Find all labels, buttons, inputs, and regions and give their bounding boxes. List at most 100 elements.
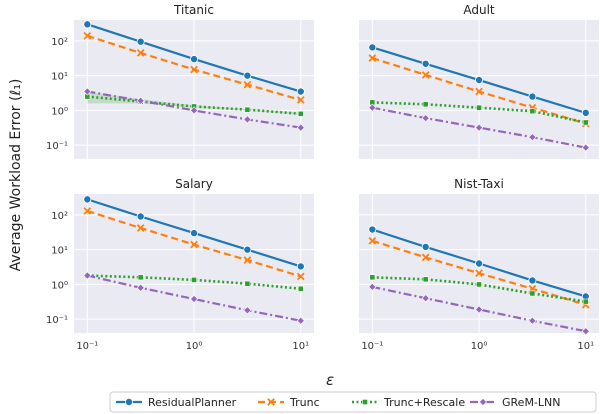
- legend: ResidualPlanner Trunc Trunc+Rescale GReM-LN…: [109, 391, 597, 413]
- data-point: [368, 236, 377, 245]
- data-point: [581, 108, 590, 117]
- data-point: [422, 101, 429, 108]
- data-point: [243, 80, 252, 89]
- data-point: [528, 316, 537, 325]
- data-point: [243, 256, 252, 264]
- y-tick-label: 10²: [51, 37, 68, 48]
- y-tick-label: 10¹: [51, 246, 68, 257]
- data-point: [296, 316, 305, 325]
- data-point: [368, 225, 377, 234]
- data-point: [296, 272, 305, 281]
- panel-adult: Adult: [359, 3, 599, 159]
- data-point: [581, 327, 590, 336]
- data-point: [421, 253, 430, 262]
- x-tick-label: 10⁰: [186, 341, 203, 352]
- data-point: [475, 87, 483, 96]
- panel-title: Salary: [175, 177, 213, 191]
- data-point: [582, 119, 589, 126]
- y-tick-label: 10⁻¹: [46, 141, 68, 152]
- data-point: [475, 123, 484, 132]
- y-tick-label: 10⁰: [51, 106, 68, 117]
- legend-item-trunc: Trunc: [258, 396, 320, 409]
- data-point: [421, 114, 430, 123]
- panel-salary: Salary 10⁻¹ 10⁰ 10¹ 10² 10⁻¹ 10⁰ 10¹: [46, 177, 314, 352]
- data-point: [190, 229, 199, 238]
- data-point: [528, 92, 537, 101]
- data-point: [422, 276, 429, 283]
- data-point: [297, 285, 304, 292]
- series-line-grem-lnn: [87, 274, 301, 322]
- data-point: [368, 54, 377, 62]
- data-point: [244, 106, 251, 113]
- data-point: [582, 298, 589, 305]
- data-point: [476, 281, 482, 288]
- data-point: [83, 32, 92, 40]
- data-point: [243, 71, 252, 80]
- data-point: [83, 207, 92, 215]
- data-point: [478, 397, 488, 407]
- data-point: [190, 65, 198, 74]
- series-line-grem-lnn: [372, 285, 586, 333]
- data-point: [136, 49, 145, 57]
- data-point: [190, 294, 199, 304]
- legend-label: ResidualPlanner: [148, 396, 237, 409]
- data-point: [136, 37, 145, 46]
- data-point: [475, 269, 483, 278]
- panel-nist-taxi: Nist-Taxi 10⁻¹ 10⁰ 10¹: [359, 177, 599, 352]
- data-point: [368, 282, 377, 291]
- data-point: [83, 195, 92, 204]
- data-point: [368, 43, 377, 52]
- data-point: [529, 108, 536, 115]
- data-point: [267, 398, 275, 406]
- data-point: [362, 399, 368, 405]
- y-tick-label: 10⁻¹: [46, 315, 68, 326]
- panel-title: Nist-Taxi: [454, 177, 504, 191]
- x-tick-label: 10¹: [577, 341, 594, 352]
- data-point: [421, 59, 430, 68]
- data-point: [296, 96, 305, 104]
- data-point: [136, 224, 145, 232]
- data-point: [296, 123, 305, 132]
- panel-title: Adult: [463, 3, 495, 17]
- data-point: [296, 87, 305, 96]
- data-point: [475, 259, 484, 268]
- x-tick-label: 10¹: [292, 341, 309, 352]
- data-point: [296, 262, 305, 271]
- legend-label: Trunc+Rescale: [383, 396, 465, 409]
- data-point: [581, 143, 590, 152]
- y-tick-label: 10²: [51, 211, 68, 222]
- legend-label: Trunc: [289, 396, 320, 409]
- x-tick-label: 10⁰: [471, 341, 488, 352]
- data-point: [528, 133, 537, 142]
- x-tick-label: 10⁻¹: [361, 341, 383, 352]
- data-point: [421, 294, 430, 303]
- panels-group: Titanic 10⁻¹ 10⁰ 10¹ 10² Adult Salary 10⁻¹ 10⁰ 10…: [46, 3, 599, 352]
- legend-item-trunc-rescale: Trunc+Rescale: [352, 396, 465, 409]
- data-point: [125, 397, 134, 406]
- legend-item-grem-lnn: GReM-LNN: [470, 396, 561, 409]
- data-point: [136, 212, 145, 221]
- data-point: [190, 55, 199, 64]
- data-point: [529, 290, 536, 297]
- y-tick-label: 10¹: [51, 72, 68, 83]
- data-point: [476, 104, 482, 111]
- x-tick-label: 10⁻¹: [76, 341, 98, 352]
- panel-titanic: Titanic 10⁻¹ 10⁰ 10¹ 10²: [46, 3, 314, 159]
- legend-item-residualplanner: ResidualPlanner: [116, 396, 237, 409]
- data-point: [475, 305, 484, 314]
- data-point: [369, 274, 376, 281]
- data-point: [243, 115, 252, 124]
- data-point: [83, 87, 92, 96]
- data-point: [137, 274, 144, 281]
- data-point: [297, 110, 304, 117]
- x-axis-label: ε: [326, 371, 334, 389]
- data-point: [475, 76, 484, 85]
- data-point: [191, 276, 197, 283]
- data-point: [83, 271, 92, 280]
- data-point: [528, 276, 537, 285]
- legend-label: GReM-LNN: [502, 396, 561, 409]
- data-point: [136, 283, 145, 292]
- data-point: [243, 245, 252, 254]
- y-axis-label: Average Workload Error (ℓ₁): [8, 79, 24, 272]
- data-point: [136, 96, 145, 105]
